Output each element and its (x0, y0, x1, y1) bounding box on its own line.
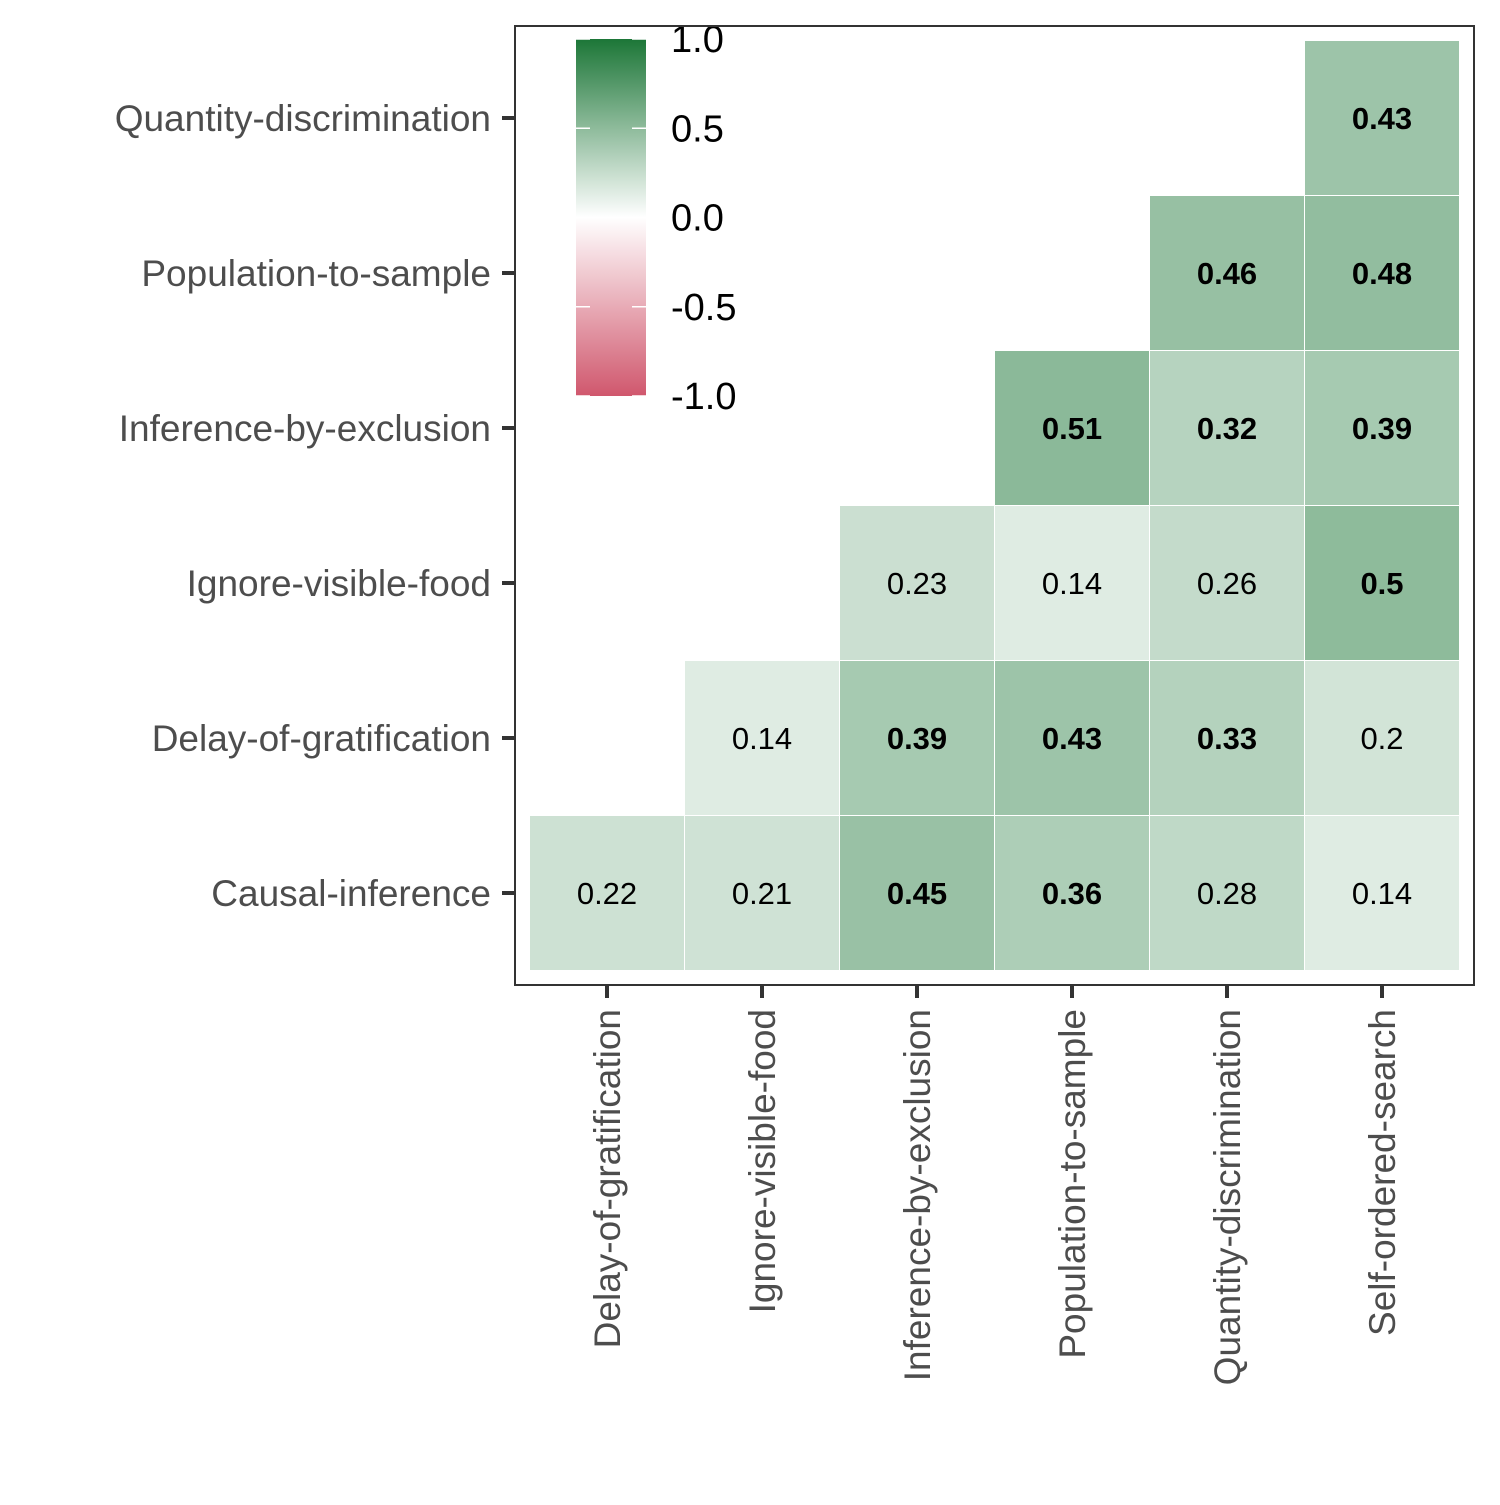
cell-value-label: 0.43 (1042, 721, 1102, 756)
heatmap-cell (1149, 815, 1305, 971)
cell-value-label: 0.14 (1042, 566, 1102, 601)
legend-tick-label: -0.5 (671, 287, 736, 329)
axes: Causal-inference Delay-of-gratification Ig… (115, 98, 1403, 1385)
cell-value-label: 0.22 (577, 876, 637, 911)
cell-value-label: 0.23 (887, 566, 947, 601)
heatmap-cell (994, 350, 1150, 506)
cell-value-label: 0.46 (1197, 256, 1257, 291)
legend-tick-label: -1.0 (671, 376, 736, 418)
y-tick-label: Delay-of-gratification (152, 718, 491, 759)
heatmap-cell (994, 660, 1150, 816)
cell-value-label: 0.39 (887, 721, 947, 756)
heatmap-cell (1149, 660, 1305, 816)
cell-value-label: 0.14 (732, 721, 792, 756)
cell-value-label: 0.28 (1197, 876, 1257, 911)
heatmap-cell (1304, 660, 1460, 816)
cell-value-label: 0.5 (1360, 566, 1403, 601)
heatmap-cell (1304, 40, 1460, 196)
y-tick-label: Ignore-visible-food (187, 563, 491, 604)
cell-value-label: 0.36 (1042, 876, 1102, 911)
cell-value-label: 0.33 (1197, 721, 1257, 756)
y-tick-label: Population-to-sample (141, 253, 491, 294)
heatmap-cell (1149, 350, 1305, 506)
legend-tick-label: 0.0 (671, 198, 724, 240)
heatmap-cell (839, 660, 995, 816)
x-tick-label: Ignore-visible-food (742, 1009, 783, 1313)
cell-value-label: 0.39 (1352, 411, 1412, 446)
cell-value-label: 0.14 (1352, 876, 1412, 911)
cell-value-label: 0.51 (1042, 411, 1102, 446)
cell-value-label: 0.2 (1360, 721, 1403, 756)
y-tick-label: Inference-by-exclusion (119, 408, 491, 449)
heatmap-cell (1149, 505, 1305, 661)
heatmap-cell (1304, 505, 1460, 661)
heatmap-cell (839, 815, 995, 971)
y-tick-label: Causal-inference (211, 873, 491, 914)
cell-value-label: 0.48 (1352, 256, 1412, 291)
panel-border (514, 25, 1475, 986)
heatmap-cell (839, 505, 995, 661)
x-tick-label: Delay-of-gratification (587, 1009, 628, 1348)
cell-value-label: 0.26 (1197, 566, 1257, 601)
heatmap-cell (1304, 350, 1460, 506)
cell-value-label: 0.45 (887, 876, 947, 911)
x-tick-label: Population-to-sample (1052, 1009, 1093, 1359)
heatmap-cell (1304, 195, 1460, 351)
y-tick-label: Quantity-discrimination (115, 98, 491, 139)
cell-value-label: 0.21 (732, 876, 792, 911)
legend-tick-label: 0.5 (671, 108, 724, 150)
cell-value-label: 0.43 (1352, 101, 1412, 136)
x-tick-label: Inference-by-exclusion (897, 1009, 938, 1381)
cell-value-label: 0.32 (1197, 411, 1257, 446)
heatmap-cell (1304, 815, 1460, 971)
x-tick-label: Quantity-discrimination (1207, 1009, 1248, 1385)
heatmap-cell (529, 815, 685, 971)
x-tick-label: Self-ordered-search (1362, 1009, 1403, 1336)
heatmap-cells: 0.22 0.21 0.45 0.36 0.28 0.14 0.14 0.39 0.43 0.33… (529, 40, 1460, 971)
